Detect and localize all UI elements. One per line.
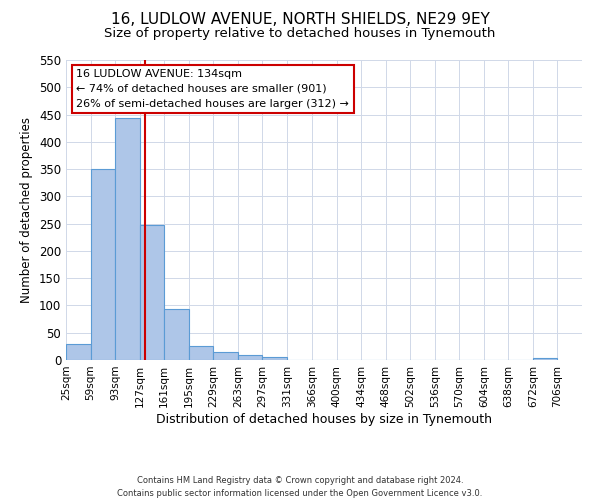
Bar [238,354,262,360]
Bar [213,352,238,360]
Bar [188,346,213,360]
Text: Size of property relative to detached houses in Tynemouth: Size of property relative to detached ho… [104,28,496,40]
Bar [66,344,91,360]
Text: 16, LUDLOW AVENUE, NORTH SHIELDS, NE29 9EY: 16, LUDLOW AVENUE, NORTH SHIELDS, NE29 9… [110,12,490,28]
Bar [115,118,140,360]
Bar [533,358,557,360]
Bar [91,169,115,360]
X-axis label: Distribution of detached houses by size in Tynemouth: Distribution of detached houses by size … [156,412,492,426]
Bar [262,358,287,360]
Y-axis label: Number of detached properties: Number of detached properties [20,117,34,303]
Text: Contains HM Land Registry data © Crown copyright and database right 2024.
Contai: Contains HM Land Registry data © Crown c… [118,476,482,498]
Bar [140,224,164,360]
Text: 16 LUDLOW AVENUE: 134sqm
← 74% of detached houses are smaller (901)
26% of semi-: 16 LUDLOW AVENUE: 134sqm ← 74% of detach… [76,69,349,108]
Bar [164,310,188,360]
